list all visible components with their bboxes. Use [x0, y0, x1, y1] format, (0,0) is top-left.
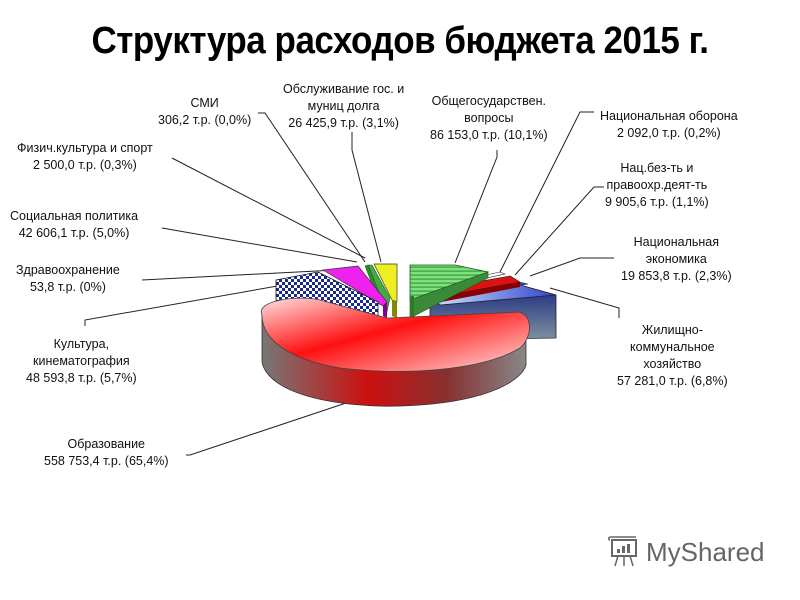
label-name: Нац.без-ть и: [620, 161, 694, 175]
label-name-2: вопросы: [464, 111, 514, 125]
label-value: 86 153,0 т.р. (10,1%): [430, 128, 548, 142]
label-name-2: коммунальное: [630, 340, 715, 354]
label-name-2: кинематография: [33, 354, 130, 368]
label-value: 2 500,0 т.р. (0,3%): [33, 158, 137, 172]
label-social: Социальная политика 42 606,1 т.р. (5,0%): [10, 208, 138, 242]
label-name: Общегосударствен.: [431, 94, 546, 108]
label-general: Общегосударствен. вопросы 86 153,0 т.р. …: [430, 93, 548, 144]
label-defense: Национальная оборона 2 092,0 т.р. (0,2%): [600, 108, 738, 142]
chart-title: Структура расходов бюджета 2015 г.: [91, 20, 709, 62]
label-value: 306,2 т.р. (0,0%): [158, 113, 252, 127]
slice-culture: [275, 271, 379, 319]
label-culture: Культура, кинематография 48 593,8 т.р. (…: [26, 336, 137, 387]
label-value: 19 853,8 т.р. (2,3%): [621, 269, 732, 283]
presentation-board-icon: [607, 536, 637, 567]
label-name: Социальная политика: [10, 209, 139, 223]
label-name: Физич.культура и спорт: [17, 141, 153, 155]
label-value: 26 425,9 т.р. (3,1%): [288, 116, 399, 130]
watermark-text: MyShared: [646, 536, 765, 567]
label-security: Нац.без-ть и правоохр.деят-ть 9 905,6 т.…: [605, 160, 709, 211]
label-name: Культура,: [53, 337, 110, 351]
label-housing: Жилищно- коммунальное хозяйство 57 281,0…: [617, 322, 728, 390]
leader-lines: [84, 111, 620, 456]
label-name-2: экономика: [645, 252, 707, 266]
label-health: Здравоохранение 53,8 т.р. (0%): [16, 262, 120, 296]
watermark-logo: MyShared: [606, 536, 765, 568]
label-education: Образование 558 753,4 т.р. (65,4%): [44, 436, 169, 470]
label-name: СМИ: [190, 96, 219, 110]
slice-education: [260, 297, 530, 407]
label-economy: Национальная экономика 19 853,8 т.р. (2,…: [621, 234, 732, 285]
label-name: Здравоохранение: [16, 263, 120, 277]
label-name-2: правоохр.деят-ть: [606, 178, 708, 192]
label-name: Жилищно-: [641, 323, 703, 337]
label-value: 48 593,8 т.р. (5,7%): [26, 371, 137, 385]
label-value: 42 606,1 т.р. (5,0%): [18, 226, 130, 240]
slice-debt: [373, 263, 398, 318]
label-name: Обслуживание гос. и: [283, 82, 405, 96]
label-value: 9 905,6 т.р. (1,1%): [605, 195, 709, 209]
label-name-3: хозяйство: [643, 357, 702, 371]
label-value: 57 281,0 т.р. (6,8%): [617, 374, 728, 388]
label-value: 53,8 т.р. (0%): [29, 280, 106, 294]
label-value: 558 753,4 т.р. (65,4%): [44, 454, 169, 468]
label-smi: СМИ 306,2 т.р. (0,0%): [158, 95, 251, 129]
slice-general: [409, 264, 490, 319]
label-debt: Обслуживание гос. и муниц долга 26 425,9…: [283, 81, 404, 132]
label-name: Национальная: [633, 235, 720, 249]
label-value: 2 092,0 т.р. (0,2%): [616, 126, 721, 140]
label-name-2: муниц долга: [307, 99, 380, 113]
slice-social: [321, 265, 388, 318]
label-sport: Физич.культура и спорт 2 500,0 т.р. (0,3…: [17, 140, 153, 174]
label-name: Национальная оборона: [600, 109, 738, 123]
label-name: Образование: [67, 437, 146, 451]
